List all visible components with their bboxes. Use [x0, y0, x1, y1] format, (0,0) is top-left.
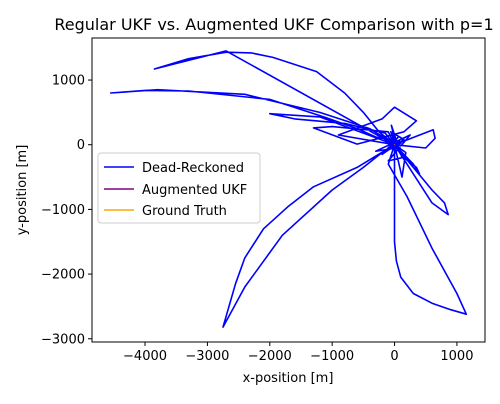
- chart-title: Regular UKF vs. Augmented UKF Comparison…: [54, 15, 493, 34]
- x-axis-label: x-position [m]: [243, 371, 334, 386]
- legend: Dead-Reckoned Augmented UKF Ground Truth: [98, 153, 260, 223]
- x-tick-label: 1000: [440, 349, 473, 364]
- y-tick-label: −1000: [41, 203, 85, 218]
- y-axis-label: y-position [m]: [15, 145, 30, 236]
- x-tick-label: 0: [390, 349, 398, 364]
- y-tick-label: −2000: [41, 268, 85, 283]
- legend-label-dead-reckoned: Dead-Reckoned: [142, 161, 244, 176]
- x-tick-label: −1000: [310, 349, 354, 364]
- x-tick-label: −3000: [185, 349, 229, 364]
- x-tick-label: −2000: [248, 349, 292, 364]
- y-tick-label: 1000: [52, 74, 85, 89]
- y-tick-label: −3000: [41, 332, 85, 347]
- y-tick-label: 0: [77, 138, 85, 153]
- legend-label-ground-truth: Ground Truth: [142, 204, 227, 219]
- legend-label-augmented-ukf: Augmented UKF: [142, 183, 247, 198]
- x-tick-label: −4000: [123, 349, 167, 364]
